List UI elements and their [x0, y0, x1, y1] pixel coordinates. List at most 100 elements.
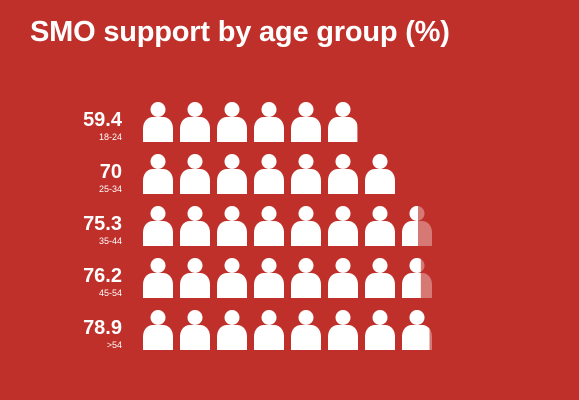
person-body: [180, 273, 210, 298]
person-head: [298, 310, 314, 325]
person-body: [365, 325, 395, 350]
person-icon: [291, 154, 321, 194]
person-body: [254, 221, 284, 246]
person-icon-partial: [402, 206, 418, 246]
person-head: [335, 154, 351, 169]
person-body: [254, 325, 284, 350]
person-head: [150, 258, 166, 273]
category-label: 35-44: [99, 236, 122, 246]
value-label: 70: [100, 161, 122, 183]
person-head: [261, 310, 277, 325]
person-head: [261, 206, 277, 221]
person-body: [328, 169, 358, 194]
person-head: [372, 258, 388, 273]
person-icon: [217, 154, 247, 194]
person-body: [291, 325, 321, 350]
person-head: [150, 102, 166, 117]
person-icon: [217, 102, 247, 142]
person-icon: [365, 154, 395, 194]
person-icon: [217, 310, 247, 350]
person-icon: [328, 258, 358, 298]
value-label: 76.2: [83, 265, 122, 287]
person-head: [261, 154, 277, 169]
person-body: [180, 117, 210, 142]
person-body: [180, 325, 210, 350]
person-body: [180, 221, 210, 246]
person-head: [335, 310, 351, 325]
person-icon: [180, 310, 210, 350]
value-label: 75.3: [83, 213, 122, 235]
person-head: [150, 310, 166, 325]
person-head: [409, 206, 418, 221]
person-body: [328, 273, 358, 298]
chart-title: SMO support by age group (%): [30, 16, 450, 48]
person-head: [224, 258, 240, 273]
person-icon: [291, 258, 321, 298]
person-body: [254, 273, 284, 298]
person-head: [298, 102, 314, 117]
value-label: 59.4: [83, 109, 123, 131]
person-icon: [291, 310, 321, 350]
person-body: [254, 117, 284, 142]
person-body: [291, 221, 321, 246]
person-head: [298, 258, 314, 273]
person-head: [187, 258, 203, 273]
category-label: 18-24: [99, 132, 122, 142]
pictogram-row: 75.335-44: [83, 206, 432, 246]
person-body: [143, 117, 173, 142]
person-icon: [180, 102, 210, 142]
person-head: [261, 258, 277, 273]
person-icon: [143, 206, 173, 246]
person-head: [298, 154, 314, 169]
person-icon: [254, 102, 284, 142]
person-icon: [328, 206, 358, 246]
person-head: [187, 154, 203, 169]
person-icon: [328, 310, 358, 350]
person-body: [143, 325, 173, 350]
category-label: >54: [107, 340, 122, 350]
person-head: [224, 102, 240, 117]
person-head: [224, 310, 240, 325]
person-body: [365, 273, 395, 298]
category-label: 45-54: [99, 288, 122, 298]
person-icon: [143, 258, 173, 298]
person-icon: [217, 206, 247, 246]
person-head: [335, 206, 351, 221]
person-head: [261, 102, 277, 117]
person-body: [291, 117, 321, 142]
person-icon: [143, 310, 173, 350]
person-body: [143, 221, 173, 246]
person-body: [402, 221, 418, 246]
person-icon: [291, 206, 321, 246]
person-icon-partial: [402, 258, 421, 298]
value-label: 78.9: [83, 317, 122, 339]
person-icon: [254, 154, 284, 194]
person-body: [402, 325, 430, 350]
person-head: [372, 206, 388, 221]
person-body: [365, 221, 395, 246]
person-head: [224, 206, 240, 221]
person-icon: [143, 154, 173, 194]
person-icon: [217, 258, 247, 298]
person-head: [187, 102, 203, 117]
person-icon: [291, 102, 321, 142]
person-icon: [180, 154, 210, 194]
person-icon: [180, 258, 210, 298]
person-head: [335, 102, 351, 117]
pictogram-row: 76.245-54: [83, 258, 432, 298]
person-body: [254, 169, 284, 194]
person-icon: [254, 206, 284, 246]
person-body: [291, 169, 321, 194]
person-icon: [254, 258, 284, 298]
person-head: [187, 206, 203, 221]
person-head: [224, 154, 240, 169]
person-body: [143, 169, 173, 194]
person-head: [335, 258, 351, 273]
person-body: [217, 325, 247, 350]
person-body: [217, 273, 247, 298]
person-head: [409, 258, 421, 273]
category-label: 25-34: [99, 184, 122, 194]
person-icon: [254, 310, 284, 350]
